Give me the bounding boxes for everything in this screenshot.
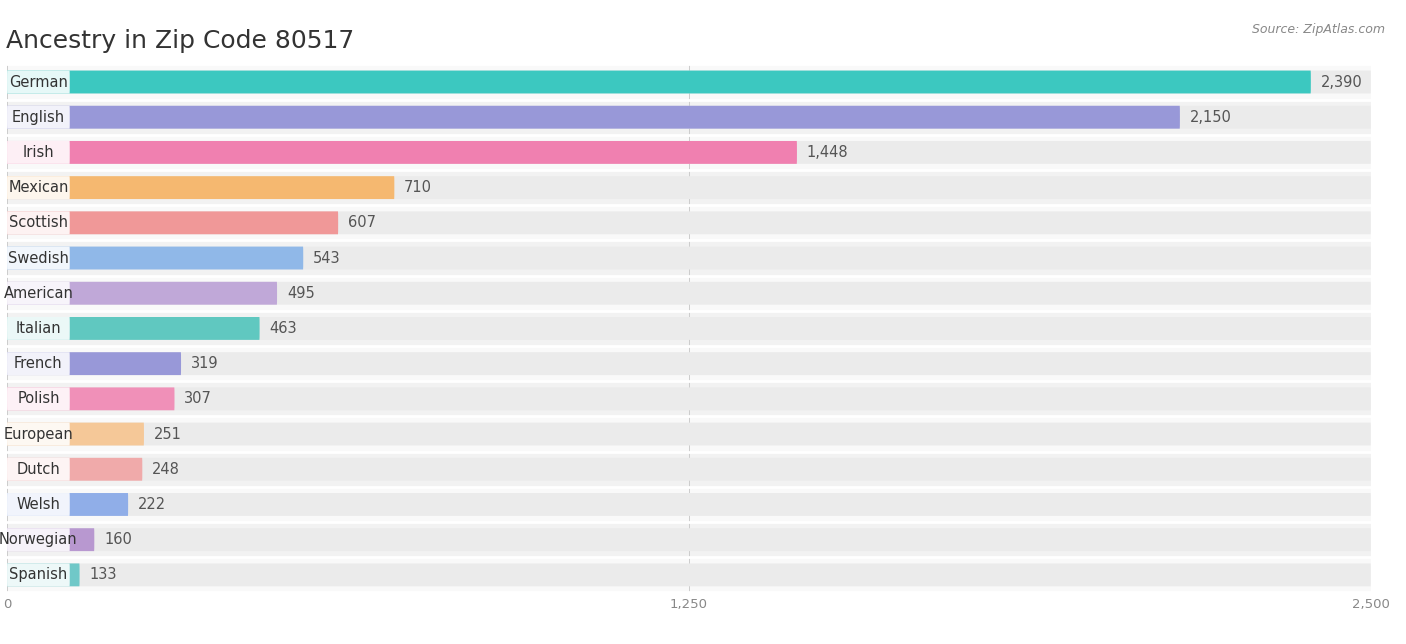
Text: 251: 251 xyxy=(153,426,181,442)
FancyBboxPatch shape xyxy=(7,211,1371,234)
Text: American: American xyxy=(3,286,73,301)
FancyBboxPatch shape xyxy=(7,100,1371,135)
Text: Irish: Irish xyxy=(22,145,55,160)
Text: Swedish: Swedish xyxy=(8,251,69,265)
FancyBboxPatch shape xyxy=(7,352,1371,375)
FancyBboxPatch shape xyxy=(7,388,1371,410)
Text: 222: 222 xyxy=(138,497,166,512)
FancyBboxPatch shape xyxy=(7,528,70,551)
FancyBboxPatch shape xyxy=(7,458,142,480)
FancyBboxPatch shape xyxy=(7,422,1371,446)
Text: 319: 319 xyxy=(191,356,218,371)
Text: 463: 463 xyxy=(270,321,297,336)
FancyBboxPatch shape xyxy=(7,317,1371,340)
Text: Scottish: Scottish xyxy=(8,215,67,231)
Text: 2,390: 2,390 xyxy=(1320,75,1362,90)
Text: Dutch: Dutch xyxy=(17,462,60,477)
FancyBboxPatch shape xyxy=(7,381,1371,417)
FancyBboxPatch shape xyxy=(7,528,1371,551)
FancyBboxPatch shape xyxy=(7,282,1371,305)
FancyBboxPatch shape xyxy=(7,141,1371,164)
Text: 1,448: 1,448 xyxy=(807,145,848,160)
FancyBboxPatch shape xyxy=(7,528,94,551)
Text: Polish: Polish xyxy=(17,392,59,406)
FancyBboxPatch shape xyxy=(7,135,1371,170)
FancyBboxPatch shape xyxy=(7,487,1371,522)
FancyBboxPatch shape xyxy=(7,282,70,305)
FancyBboxPatch shape xyxy=(7,211,339,234)
FancyBboxPatch shape xyxy=(7,417,1371,451)
FancyBboxPatch shape xyxy=(7,311,1371,346)
FancyBboxPatch shape xyxy=(7,451,1371,487)
FancyBboxPatch shape xyxy=(7,564,1371,586)
Text: European: European xyxy=(4,426,73,442)
Text: 543: 543 xyxy=(314,251,340,265)
FancyBboxPatch shape xyxy=(7,557,1371,592)
FancyBboxPatch shape xyxy=(7,106,1371,129)
FancyBboxPatch shape xyxy=(7,317,70,340)
Text: English: English xyxy=(11,109,65,125)
FancyBboxPatch shape xyxy=(7,64,1371,100)
FancyBboxPatch shape xyxy=(7,458,1371,480)
Text: French: French xyxy=(14,356,63,371)
Text: 248: 248 xyxy=(152,462,180,477)
FancyBboxPatch shape xyxy=(7,564,80,586)
FancyBboxPatch shape xyxy=(7,247,304,269)
Text: Norwegian: Norwegian xyxy=(0,532,77,547)
FancyBboxPatch shape xyxy=(7,352,70,375)
FancyBboxPatch shape xyxy=(7,141,70,164)
Text: Italian: Italian xyxy=(15,321,62,336)
FancyBboxPatch shape xyxy=(7,247,1371,269)
FancyBboxPatch shape xyxy=(7,282,277,305)
FancyBboxPatch shape xyxy=(7,493,128,516)
Text: Mexican: Mexican xyxy=(8,180,69,195)
FancyBboxPatch shape xyxy=(7,247,70,269)
FancyBboxPatch shape xyxy=(7,176,1371,199)
FancyBboxPatch shape xyxy=(7,352,181,375)
FancyBboxPatch shape xyxy=(7,564,70,586)
FancyBboxPatch shape xyxy=(7,346,1371,381)
FancyBboxPatch shape xyxy=(7,388,70,410)
FancyBboxPatch shape xyxy=(7,106,70,129)
FancyBboxPatch shape xyxy=(7,205,1371,240)
Text: 710: 710 xyxy=(404,180,432,195)
FancyBboxPatch shape xyxy=(7,71,70,93)
FancyBboxPatch shape xyxy=(7,176,394,199)
FancyBboxPatch shape xyxy=(7,176,70,199)
Text: Welsh: Welsh xyxy=(17,497,60,512)
Text: 133: 133 xyxy=(90,567,117,582)
Text: Ancestry in Zip Code 80517: Ancestry in Zip Code 80517 xyxy=(6,29,354,53)
Text: 495: 495 xyxy=(287,286,315,301)
Text: 607: 607 xyxy=(347,215,375,231)
Text: Spanish: Spanish xyxy=(10,567,67,582)
FancyBboxPatch shape xyxy=(7,71,1310,93)
FancyBboxPatch shape xyxy=(7,240,1371,276)
FancyBboxPatch shape xyxy=(7,422,143,446)
Text: 2,150: 2,150 xyxy=(1189,109,1232,125)
Text: 160: 160 xyxy=(104,532,132,547)
FancyBboxPatch shape xyxy=(7,522,1371,557)
FancyBboxPatch shape xyxy=(7,106,1180,129)
FancyBboxPatch shape xyxy=(7,141,797,164)
FancyBboxPatch shape xyxy=(7,458,70,480)
FancyBboxPatch shape xyxy=(7,388,174,410)
FancyBboxPatch shape xyxy=(7,422,70,446)
Text: 307: 307 xyxy=(184,392,212,406)
Text: German: German xyxy=(8,75,67,90)
FancyBboxPatch shape xyxy=(7,317,260,340)
FancyBboxPatch shape xyxy=(7,276,1371,311)
FancyBboxPatch shape xyxy=(7,493,1371,516)
FancyBboxPatch shape xyxy=(7,211,70,234)
Text: Source: ZipAtlas.com: Source: ZipAtlas.com xyxy=(1251,23,1385,35)
FancyBboxPatch shape xyxy=(7,71,1371,93)
FancyBboxPatch shape xyxy=(7,170,1371,205)
FancyBboxPatch shape xyxy=(7,493,70,516)
